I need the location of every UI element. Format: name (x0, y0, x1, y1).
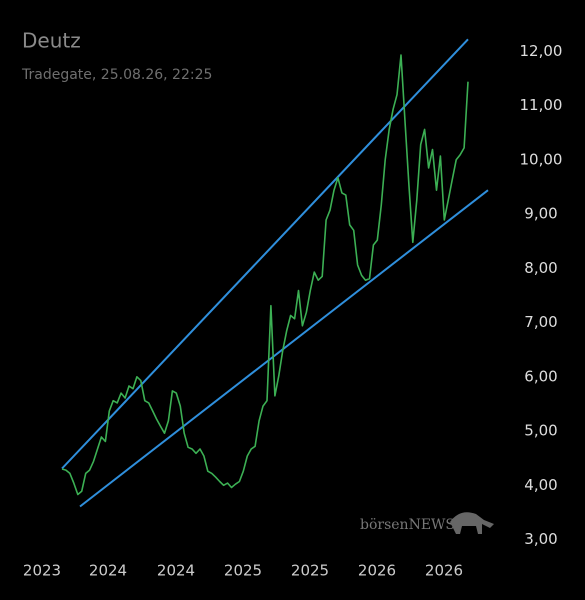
y-tick-label: 12,00 (520, 42, 563, 60)
x-tick-label: 2024 (89, 562, 127, 580)
y-tick-label: 5,00 (524, 422, 557, 440)
y-tick-label: 8,00 (524, 259, 557, 277)
y-tick-label: 3,00 (524, 530, 557, 548)
x-tick-label: 2025 (291, 562, 329, 580)
x-tick-label: 2026 (425, 562, 463, 580)
y-tick-label: 10,00 (520, 150, 563, 168)
x-tick-label: 2024 (157, 562, 195, 580)
x-tick-label: 2026 (358, 562, 396, 580)
x-tick-label: 2023 (23, 562, 61, 580)
chart-subtitle: Tradegate, 25.08.26, 22:25 (21, 67, 212, 83)
y-tick-label: 11,00 (520, 96, 563, 114)
watermark: börsenNEWS (360, 517, 455, 533)
y-tick-label: 9,00 (524, 205, 557, 223)
price-line (61, 54, 469, 496)
y-tick-label: 7,00 (524, 313, 557, 331)
watermark-icon (450, 512, 494, 534)
chart-title: Deutz (22, 29, 81, 53)
trend-line (61, 38, 469, 470)
y-tick-label: 6,00 (524, 367, 557, 385)
x-tick-label: 2025 (224, 562, 262, 580)
y-tick-label: 4,00 (524, 476, 557, 494)
